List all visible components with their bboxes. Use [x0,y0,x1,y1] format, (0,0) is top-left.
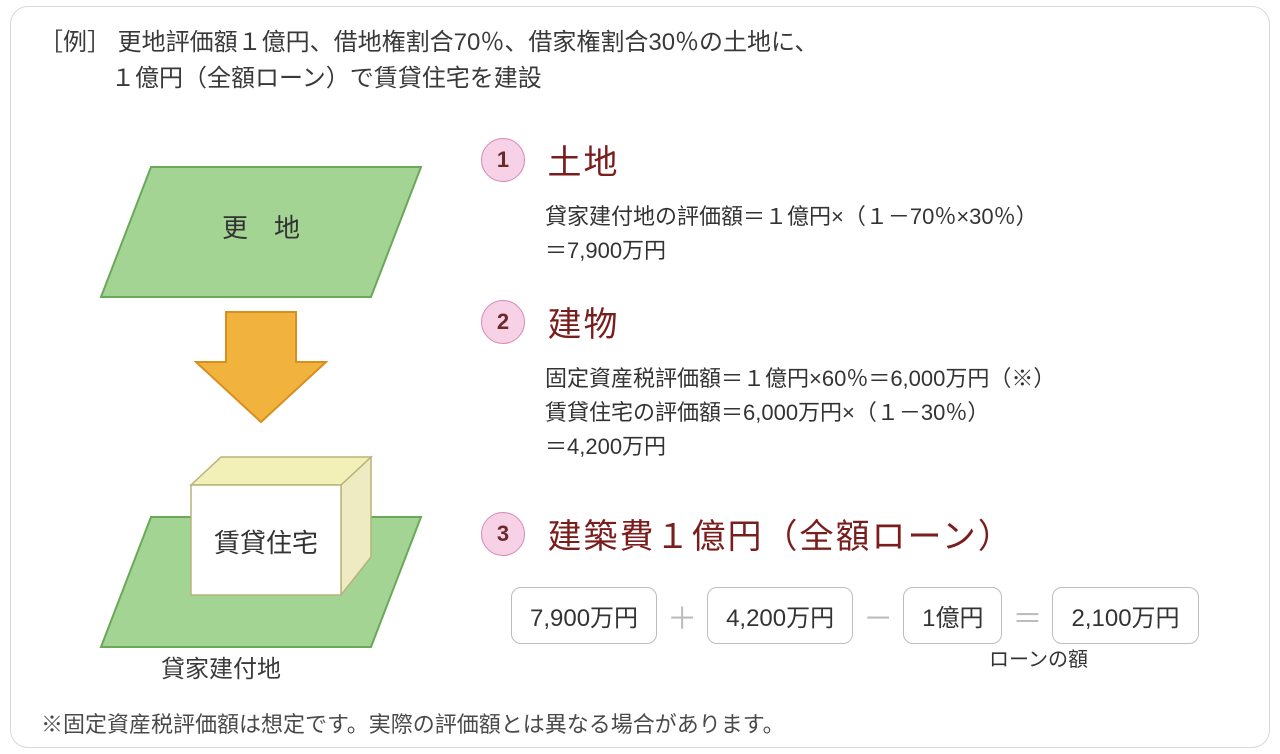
land-before-label: 更 地 [222,213,300,243]
s2-line3: ＝4,200万円 [545,434,666,459]
land-after-caption: 貸家建付地 [161,649,281,684]
section-land-body: 貸家建付地の評価額＝１億円×（１－70％×30％） ＝7,900万円 [545,200,1038,268]
formula-box-d: 2,100万円 [1052,587,1198,644]
formula-box-a: 7,900万円 [511,587,657,644]
formula-row: 7,900万円 ＋ 4,200万円 － 1億円 ＝ 2,100万円 [511,587,1199,644]
heading-line2: １億円（全額ローン）で賃貸住宅を建設 [39,65,542,92]
building-label: 賃貸住宅 [214,528,318,558]
section-land-title: 土地 [547,135,619,184]
badge-2: 2 [481,300,525,344]
section-cost-title: 建築費１億円（全額ローン） [547,509,1013,558]
loan-label: ローンの額 [989,643,1088,672]
s2-line2: 賃貸住宅の評価額＝6,000万円×（１－30％） [545,400,989,425]
badge-1: 1 [481,138,525,182]
example-heading: ［例］ 更地評価額１億円、借地権割合70％、借家権割合30％の土地に、 １億円（… [39,25,818,97]
down-arrow-icon [191,307,331,427]
section-cost: 3 建築費１億円（全額ローン） [481,509,1014,558]
land-after-svg: 賃貸住宅 [91,447,431,667]
arrow-shape [196,312,326,422]
s1-line2: ＝7,900万円 [545,238,666,263]
badge-3: 3 [481,512,525,556]
formula-box-b: 4,200万円 [707,587,853,644]
equals-icon: ＝ [1010,594,1044,638]
section-building: 2 建物 固定資産税評価額＝１億円×60％＝6,000万円（※） 賃貸住宅の評価… [481,297,1055,464]
minus-icon: － [861,594,895,638]
section-building-body: 固定資産税評価額＝１億円×60％＝6,000万円（※） 賃貸住宅の評価額＝6,0… [545,362,1055,464]
land-before-svg: 更 地 [91,147,431,317]
building-top [191,457,371,485]
section-land: 1 土地 貸家建付地の評価額＝１億円×（１－70％×30％） ＝7,900万円 [481,135,1038,268]
s2-line1: 固定資産税評価額＝１億円×60％＝6,000万円（※） [545,366,1055,391]
heading-line1: ［例］ 更地評価額１億円、借地権割合70％、借家権割合30％の土地に、 [39,29,818,56]
s1-line1: 貸家建付地の評価額＝１億円×（１－70％×30％） [545,204,1038,229]
section-building-title: 建物 [547,297,619,346]
plus-icon: ＋ [665,594,699,638]
footnote: ※固定資産税評価額は想定です。実際の評価額とは異なる場合があります。 [41,707,785,739]
outer-frame: ［例］ 更地評価額１億円、借地権割合70％、借家権割合30％の土地に、 １億円（… [10,6,1270,748]
formula-box-c: 1億円 [903,587,1002,644]
